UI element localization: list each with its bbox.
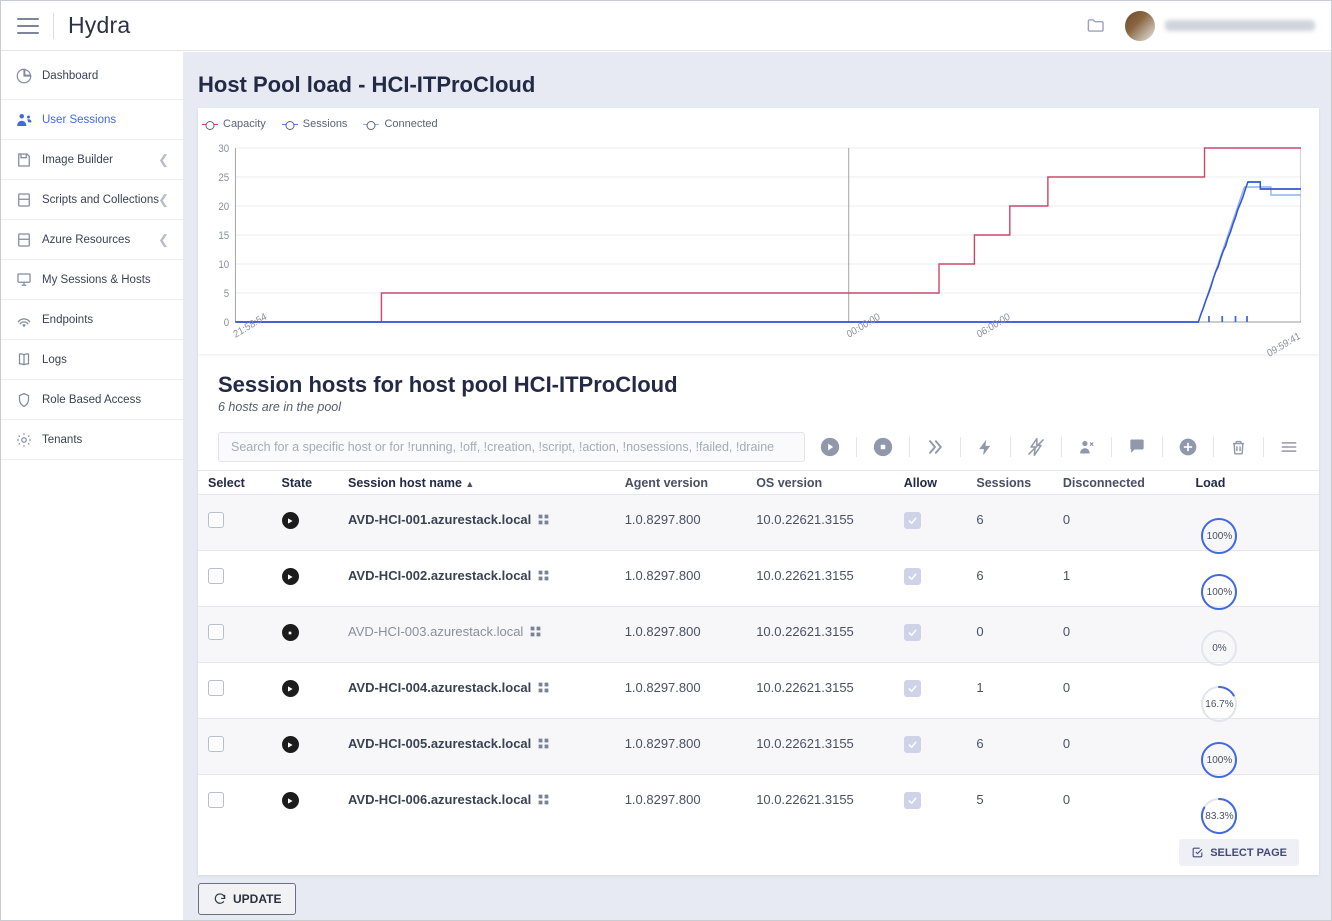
svg-text:20: 20 <box>218 202 229 214</box>
svg-text:15: 15 <box>218 231 229 243</box>
svg-text:30: 30 <box>218 144 229 156</box>
svg-text:25: 25 <box>218 173 229 185</box>
svg-text:10: 10 <box>218 260 229 272</box>
svg-text:00:00:00: 00:00:00 <box>845 311 882 341</box>
svg-text:21:58:54: 21:58:54 <box>232 311 269 341</box>
svg-text:5: 5 <box>224 289 230 301</box>
svg-text:0: 0 <box>224 318 230 330</box>
svg-text:06:00:00: 06:00:00 <box>975 311 1012 341</box>
svg-text:09:59:41: 09:59:41 <box>1266 330 1301 360</box>
